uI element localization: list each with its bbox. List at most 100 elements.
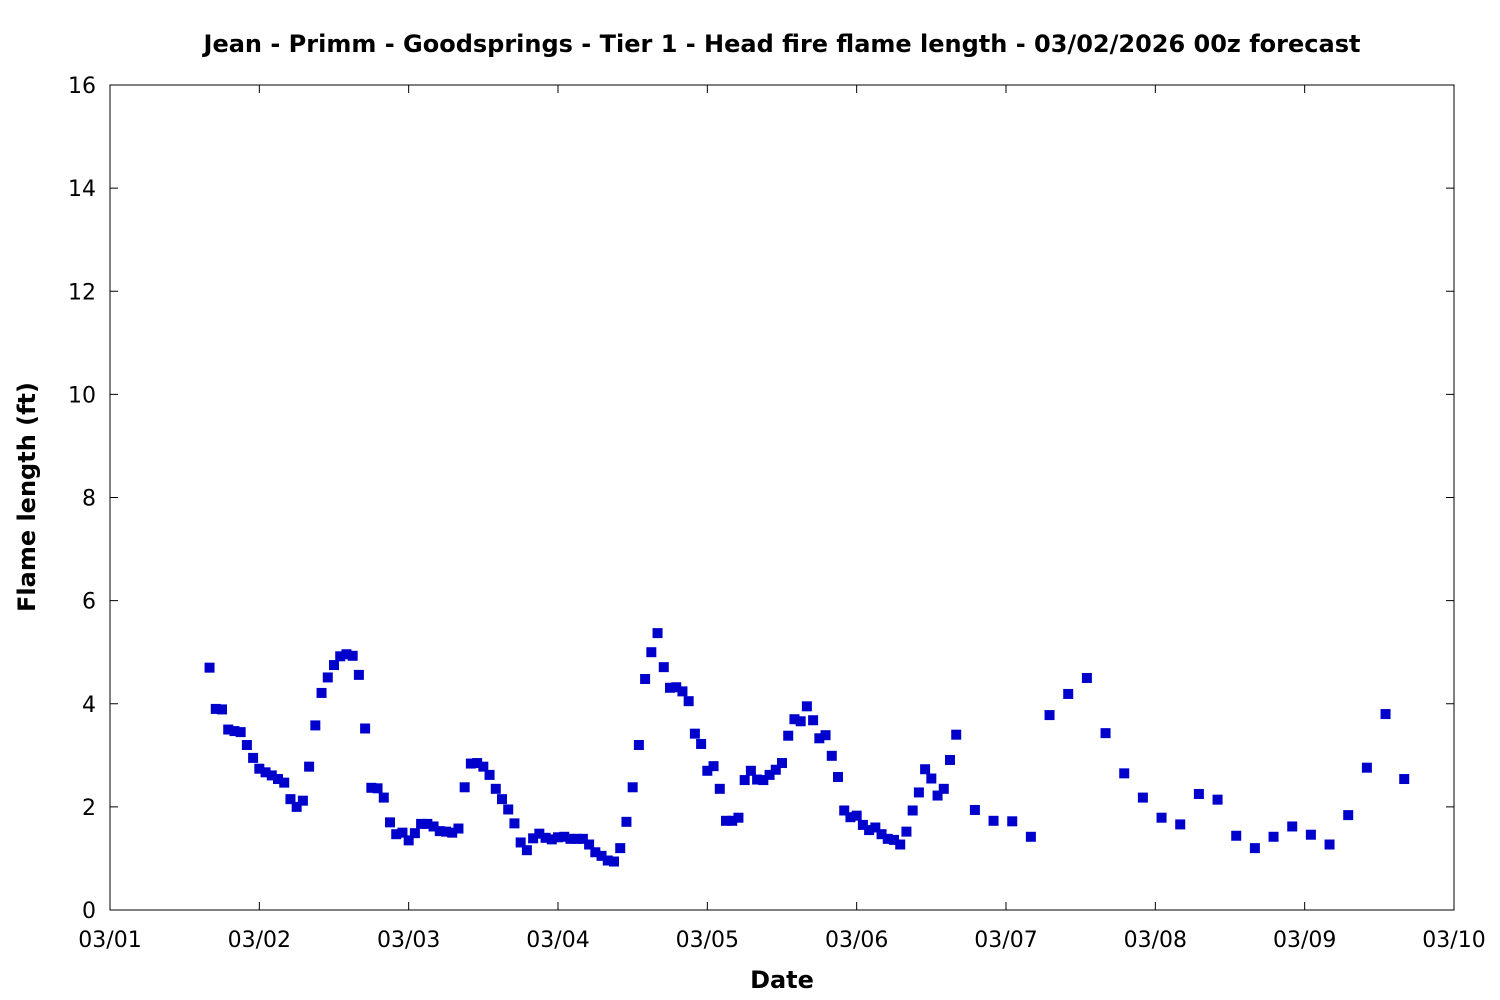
data-point bbox=[739, 775, 750, 786]
plot-frame bbox=[109, 84, 1455, 911]
data-point bbox=[422, 818, 433, 829]
data-point bbox=[540, 832, 551, 843]
data-point bbox=[696, 738, 707, 749]
data-point bbox=[1343, 810, 1354, 821]
data-point bbox=[988, 815, 999, 826]
x-tick-label: 03/01 bbox=[78, 928, 141, 953]
data-point bbox=[857, 819, 868, 830]
data-point bbox=[920, 764, 931, 775]
data-point bbox=[453, 823, 464, 834]
data-point bbox=[310, 720, 321, 731]
data-point bbox=[820, 730, 831, 741]
data-point bbox=[646, 647, 657, 658]
data-point bbox=[472, 758, 483, 769]
data-point bbox=[204, 662, 215, 673]
data-point bbox=[391, 829, 402, 840]
x-tick-label: 03/08 bbox=[1124, 928, 1187, 953]
data-point bbox=[1137, 792, 1148, 803]
data-point bbox=[770, 764, 781, 775]
data-point bbox=[465, 758, 476, 769]
x-tick-label: 03/10 bbox=[1422, 928, 1485, 953]
data-point bbox=[509, 818, 520, 829]
data-point bbox=[901, 826, 912, 837]
data-point bbox=[223, 724, 234, 735]
data-point bbox=[260, 767, 271, 778]
data-point bbox=[708, 761, 719, 772]
data-point bbox=[441, 826, 451, 837]
data-point bbox=[1399, 774, 1410, 785]
data-point bbox=[478, 761, 489, 772]
data-point bbox=[571, 833, 582, 844]
data-point bbox=[789, 714, 800, 725]
data-point bbox=[609, 856, 619, 867]
data-point bbox=[752, 774, 763, 785]
data-points bbox=[204, 628, 1410, 867]
data-point bbox=[932, 790, 943, 801]
data-point bbox=[285, 794, 296, 805]
data-point bbox=[553, 832, 563, 843]
y-tick-label: 4 bbox=[82, 693, 96, 718]
data-point bbox=[864, 825, 875, 836]
data-point bbox=[248, 752, 259, 763]
data-point bbox=[913, 787, 924, 798]
data-point bbox=[721, 815, 731, 826]
y-tick-label: 12 bbox=[68, 280, 96, 305]
data-point bbox=[615, 843, 626, 854]
data-point bbox=[1380, 709, 1391, 720]
chart-title: Jean - Primm - Goodsprings - Tier 1 - He… bbox=[202, 30, 1361, 58]
data-point bbox=[889, 834, 899, 845]
data-point bbox=[546, 834, 557, 845]
data-point bbox=[266, 770, 277, 781]
data-point bbox=[528, 833, 539, 844]
y-tick-label: 16 bbox=[68, 74, 96, 99]
data-point bbox=[1100, 728, 1111, 739]
data-point bbox=[565, 833, 576, 844]
data-point bbox=[229, 726, 240, 737]
x-axis-label: Date bbox=[750, 966, 814, 994]
data-point bbox=[360, 723, 371, 734]
x-tick-label: 03/04 bbox=[526, 928, 589, 953]
data-point bbox=[671, 682, 682, 693]
data-point bbox=[447, 827, 458, 838]
y-tick-label: 14 bbox=[68, 177, 96, 202]
data-point bbox=[808, 715, 819, 726]
data-point bbox=[577, 833, 588, 844]
data-point bbox=[372, 783, 383, 794]
data-point bbox=[335, 651, 346, 662]
data-point bbox=[297, 795, 308, 806]
data-point bbox=[273, 774, 283, 785]
y-tick-label: 0 bbox=[82, 899, 96, 924]
data-point bbox=[733, 812, 744, 823]
data-point bbox=[845, 812, 856, 823]
data-point bbox=[727, 815, 738, 826]
data-point bbox=[801, 701, 812, 712]
data-point bbox=[851, 810, 862, 821]
data-point bbox=[677, 686, 688, 697]
data-point bbox=[534, 828, 545, 839]
data-point bbox=[627, 782, 638, 793]
data-point bbox=[814, 733, 825, 744]
data-point bbox=[515, 837, 526, 848]
data-point bbox=[702, 765, 713, 776]
y-tick-label: 2 bbox=[82, 796, 96, 821]
data-point bbox=[783, 730, 794, 741]
data-point bbox=[521, 845, 532, 856]
data-point bbox=[777, 758, 787, 769]
y-tick-label: 8 bbox=[82, 487, 96, 512]
data-point bbox=[559, 831, 570, 842]
data-point bbox=[1212, 794, 1223, 805]
data-point bbox=[235, 727, 246, 738]
data-point bbox=[1081, 672, 1092, 683]
data-point bbox=[1249, 843, 1260, 854]
data-point bbox=[434, 826, 445, 837]
data-point bbox=[316, 687, 327, 698]
x-tick-label: 03/05 bbox=[676, 928, 739, 953]
data-point bbox=[1268, 831, 1279, 842]
data-point bbox=[241, 740, 252, 750]
x-tick-label: 03/02 bbox=[228, 928, 291, 953]
data-point bbox=[882, 833, 893, 844]
data-point bbox=[1361, 762, 1372, 773]
data-point bbox=[217, 704, 227, 715]
data-point bbox=[291, 801, 302, 812]
data-point bbox=[1025, 831, 1036, 842]
